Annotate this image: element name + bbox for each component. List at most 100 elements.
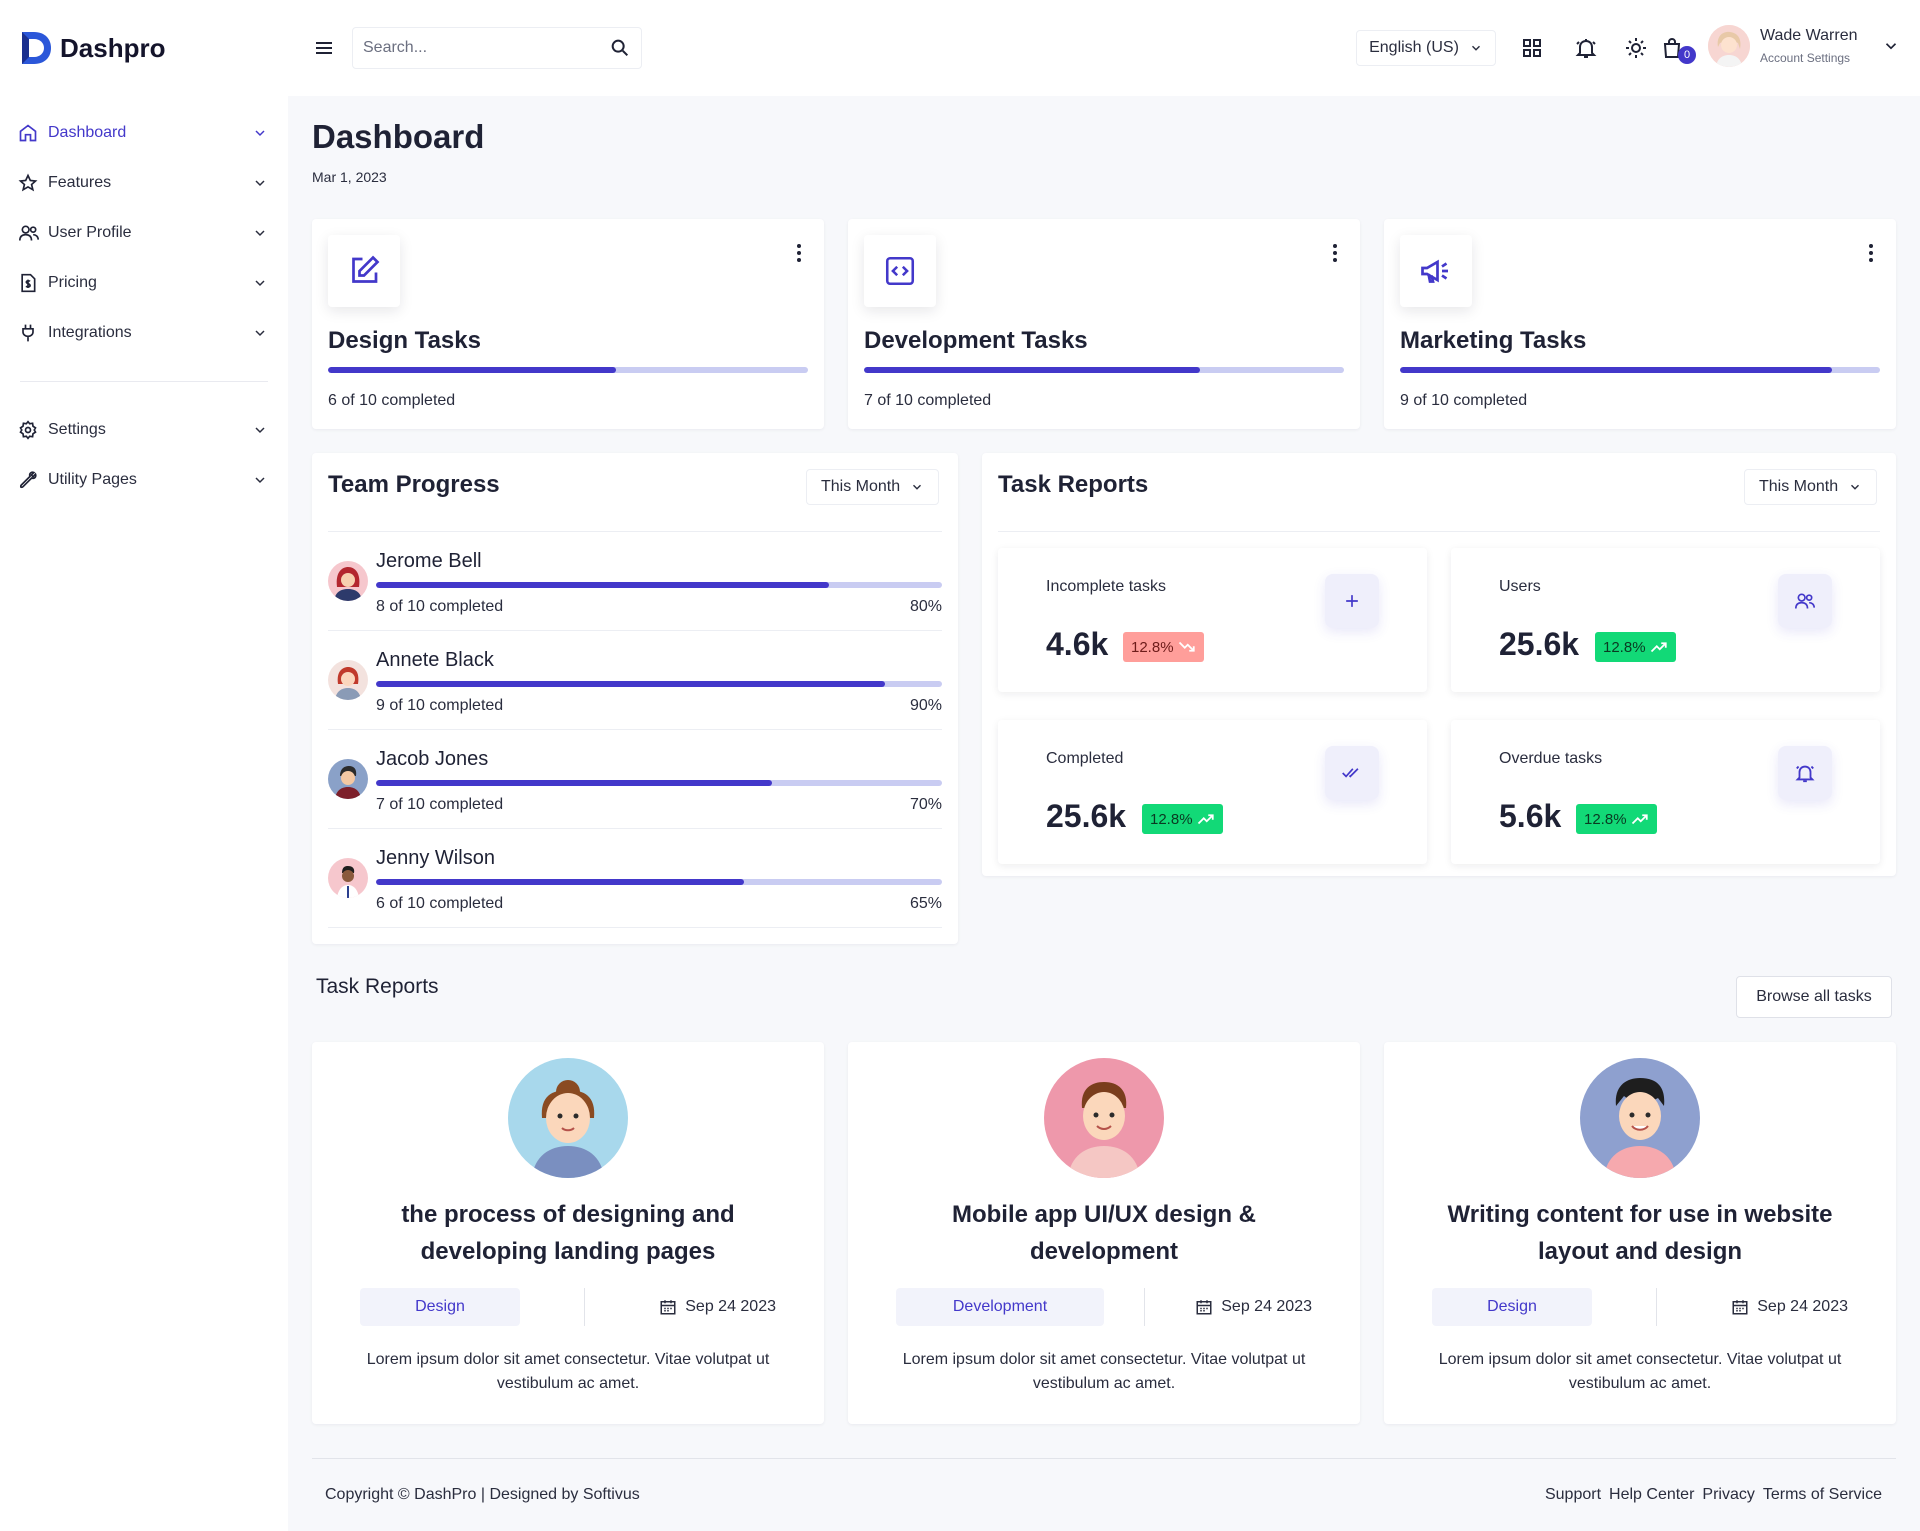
stat-change-badge: 12.8% (1576, 804, 1657, 834)
footer-divider (312, 1458, 1896, 1459)
sidebar-item-pricing[interactable]: Pricing (0, 258, 288, 308)
sidebar-item-label: Pricing (48, 274, 97, 291)
task-report-card[interactable]: Writing content for use in website layou… (1384, 1042, 1896, 1424)
report-description: Lorem ipsum dolor sit amet consectetur. … (1438, 1351, 1842, 1392)
footer-link-privacy[interactable]: Privacy (1702, 1486, 1755, 1503)
task-reports-filter[interactable]: This Month (1744, 469, 1878, 505)
report-date: Sep 24 2023 (659, 1298, 776, 1316)
sidebar-item-user-profile[interactable]: User Profile (0, 208, 288, 258)
report-date-text: Sep 24 2023 (685, 1298, 776, 1315)
chevron-down-icon (252, 325, 268, 341)
more-options-icon[interactable] (1332, 243, 1338, 263)
browse-all-tasks-button[interactable]: Browse all tasks (1736, 976, 1892, 1018)
team-member-row: Jacob Jones 7 of 10 completed 70% (328, 730, 942, 829)
user-menu[interactable]: Wade Warren Account Settings (1708, 25, 1900, 67)
stat-change: 12.8% (1131, 638, 1174, 656)
task-reports-section-title: Task Reports (316, 975, 439, 998)
chevron-down-icon (252, 225, 268, 241)
double-check-icon[interactable] (1325, 746, 1379, 800)
divider (328, 531, 942, 532)
task-report-card[interactable]: the process of designing and developing … (312, 1042, 824, 1424)
footer-link-support[interactable]: Support (1544, 1486, 1602, 1503)
more-options-icon[interactable] (1868, 243, 1874, 263)
sidebar-item-features[interactable]: Features (0, 158, 288, 208)
edit-icon (328, 235, 400, 307)
notification-bell-icon[interactable] (1574, 36, 1598, 60)
chevron-down-icon (1848, 480, 1862, 494)
tools-icon (18, 470, 38, 490)
star-icon (18, 173, 38, 193)
chevron-down-icon (1882, 37, 1900, 55)
plus-icon[interactable] (1325, 574, 1379, 628)
chevron-down-icon (910, 480, 924, 494)
hamburger-menu-icon[interactable] (312, 36, 336, 60)
member-percent: 65% (909, 895, 942, 912)
page-title: Dashboard (312, 118, 485, 155)
dashpro-logo-icon (20, 30, 52, 66)
plug-icon (18, 323, 38, 343)
stat-value: 25.6k (1499, 626, 1580, 662)
search-input[interactable] (363, 39, 609, 57)
filter-label: This Month (1759, 478, 1839, 495)
footer-copyright: Copyright © DashPro | Designed by Softiv… (325, 1486, 640, 1503)
sidebar-item-integrations[interactable]: Integrations (0, 308, 288, 358)
member-percent: 80% (909, 598, 942, 615)
task-card-title: Marketing Tasks (1400, 327, 1587, 354)
sidebar-item-utility-pages[interactable]: Utility Pages (0, 455, 288, 505)
report-tag[interactable]: Design (360, 1288, 520, 1326)
user-info: Wade Warren Account Settings (1760, 27, 1858, 65)
team-progress-filter[interactable]: This Month (806, 469, 940, 505)
member-name: Annete Black (376, 649, 494, 671)
progress-bar (376, 582, 942, 588)
search-icon[interactable] (609, 37, 631, 59)
footer-links: Support Help Center Privacy Terms of Ser… (1545, 1486, 1882, 1504)
stat-value: 25.6k (1046, 798, 1127, 834)
grid-apps-icon[interactable] (1520, 36, 1544, 60)
sidebar-item-dashboard[interactable]: Dashboard (0, 108, 288, 158)
member-completed: 8 of 10 completed (376, 598, 504, 615)
report-tag[interactable]: Design (1432, 1288, 1592, 1326)
member-name: Jacob Jones (376, 748, 489, 770)
task-card-title: Development Tasks (864, 327, 1088, 354)
member-completed: 6 of 10 completed (376, 895, 504, 912)
task-reports-panel: Task Reports This Month Incomplete tasks… (982, 453, 1896, 876)
megaphone-icon (1400, 235, 1472, 307)
cart-count-badge: 0 (1678, 46, 1696, 64)
stat-label: Completed (1046, 750, 1124, 767)
chevron-down-icon (252, 275, 268, 291)
sidebar-item-settings[interactable]: Settings (0, 405, 288, 455)
language-label: English (US) (1369, 39, 1459, 56)
stat-change: 12.8% (1603, 638, 1646, 656)
chevron-down-icon (252, 472, 268, 488)
sidebar: Dashpro Dashboard Features User Profile (0, 0, 288, 1531)
theme-sun-icon[interactable] (1624, 36, 1648, 60)
task-report-card[interactable]: Mobile app UI/UX design & development De… (848, 1042, 1360, 1424)
stat-label: Overdue tasks (1499, 750, 1603, 767)
member-name: Jenny Wilson (376, 847, 495, 869)
progress-bar (328, 367, 808, 373)
divider (1656, 1288, 1657, 1326)
task-card-design: Design Tasks 6 of 10 completed (312, 219, 824, 429)
sidebar-item-label: Settings (48, 421, 106, 438)
language-select[interactable]: English (US) (1356, 30, 1496, 66)
home-icon (18, 123, 38, 143)
progress-fill (1400, 367, 1832, 373)
more-options-icon[interactable] (796, 243, 802, 263)
member-percent: 70% (909, 796, 942, 813)
brand-logo[interactable]: Dashpro (20, 30, 165, 66)
invoice-icon (18, 273, 38, 293)
team-member-row: Jenny Wilson 6 of 10 completed 65% (328, 829, 942, 928)
progress-fill (328, 367, 616, 373)
task-reports-title: Task Reports (998, 471, 1149, 498)
stat-label: Users (1499, 578, 1541, 595)
alarm-icon[interactable] (1778, 746, 1832, 800)
sidebar-item-label: Integrations (48, 324, 132, 341)
member-avatar (328, 759, 368, 799)
footer-link-terms[interactable]: Terms of Service (1762, 1486, 1882, 1503)
footer-link-help-center[interactable]: Help Center (1609, 1486, 1695, 1503)
report-tag[interactable]: Development (896, 1288, 1104, 1326)
team-member-row: Jerome Bell 8 of 10 completed 80% (328, 532, 942, 631)
member-completed: 7 of 10 completed (376, 796, 504, 813)
users-icon[interactable] (1778, 574, 1832, 628)
divider (1144, 1288, 1145, 1326)
